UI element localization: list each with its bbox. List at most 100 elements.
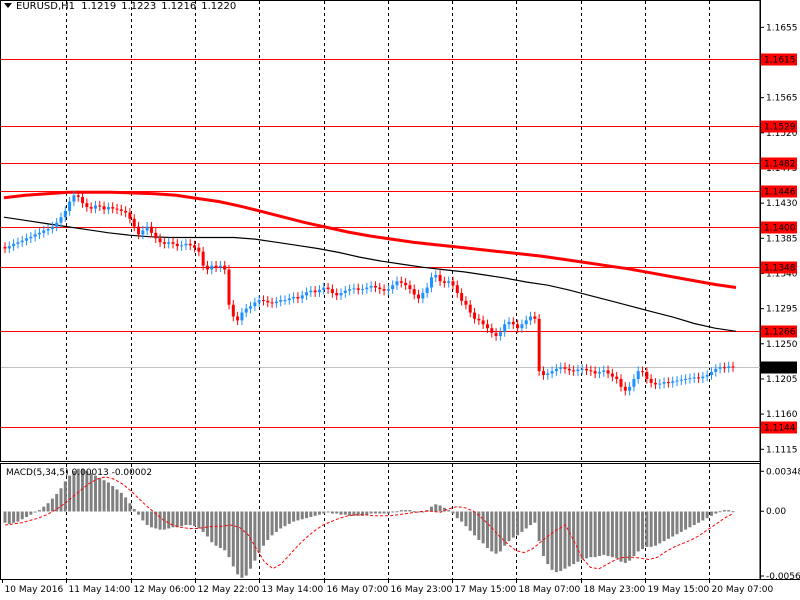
level-price-tag	[761, 120, 797, 133]
current-price-label: 1.1220	[764, 364, 796, 374]
level-price-label: 1.1348	[764, 264, 796, 274]
macd-histogram-bar	[567, 511, 571, 567]
chart-menu-triangle-icon[interactable]	[4, 3, 12, 8]
candle-body	[119, 209, 123, 211]
candle-body	[218, 265, 222, 268]
macd-histogram-bar	[395, 511, 399, 513]
macd-histogram-bar	[507, 511, 511, 542]
macd-histogram-bar	[447, 510, 451, 512]
indicator-axis-label: -0.00564	[766, 572, 800, 582]
macd-histogram-bar	[193, 511, 197, 527]
candle-body	[111, 207, 115, 209]
candle-body	[102, 206, 106, 210]
macd-histogram-bar	[81, 468, 85, 512]
macd-histogram-bar	[610, 511, 614, 558]
candle-body	[455, 285, 459, 294]
macd-histogram-bar	[438, 505, 442, 512]
macd-histogram-bar	[709, 511, 713, 516]
macd-histogram-bar	[386, 511, 390, 514]
candle-body	[249, 306, 253, 309]
candle-body	[494, 332, 498, 336]
candle-body	[679, 379, 683, 381]
macd-histogram-bar	[180, 511, 184, 527]
candle-body	[68, 201, 72, 211]
macd-histogram-bar	[205, 511, 209, 537]
macd-histogram-bar	[503, 511, 507, 546]
candle-body	[684, 378, 688, 380]
macd-histogram-bar	[89, 473, 93, 512]
macd-histogram-bar	[111, 485, 115, 512]
candle-body	[72, 195, 76, 202]
macd-histogram-bar	[632, 511, 636, 557]
candle-body	[425, 287, 429, 294]
macd-histogram-bar	[158, 511, 162, 530]
macd-histogram-bar	[697, 511, 701, 523]
candle-body	[330, 289, 334, 294]
candle-body	[649, 378, 653, 383]
candle-body	[529, 316, 533, 321]
macd-histogram-bar	[628, 511, 632, 561]
level-price-tag	[761, 421, 797, 434]
macd-histogram-bar	[115, 489, 119, 512]
candle-body	[653, 382, 657, 385]
candle-body	[175, 243, 179, 247]
candle-body	[421, 293, 425, 299]
candle-body	[343, 290, 347, 294]
macd-histogram-bar	[68, 475, 72, 512]
macd-histogram-bar	[606, 511, 610, 557]
candle-body	[641, 371, 645, 373]
macd-histogram-bar	[42, 506, 46, 512]
macd-histogram-bar	[102, 480, 106, 512]
level-price-tag	[761, 261, 797, 274]
macd-histogram-bar	[684, 511, 688, 530]
time-axis-label: 10 May 2016	[5, 585, 64, 595]
candle-body	[408, 285, 412, 290]
macd-histogram-bar	[524, 511, 528, 529]
candle-body	[93, 205, 97, 209]
symbol-label: EURUSD,H1	[16, 1, 76, 12]
candle-body	[593, 371, 597, 374]
macd-histogram-bar	[240, 511, 244, 578]
candle-body	[223, 265, 227, 270]
candle-body	[205, 265, 209, 270]
macd-histogram-bar	[391, 511, 395, 513]
candle-body	[369, 285, 373, 288]
candle-body	[477, 318, 481, 321]
macd-histogram-bar	[451, 511, 455, 514]
macd-histogram-bar	[141, 511, 145, 521]
candle-body	[373, 285, 377, 288]
candle-body	[244, 308, 248, 313]
macd-histogram-bar	[16, 511, 20, 522]
level-price-tag	[761, 185, 797, 198]
time-axis-label: 12 May 22:00	[198, 585, 260, 595]
level-price-label: 1.1400	[764, 224, 796, 234]
candle-body	[55, 222, 59, 227]
macd-histogram-bar	[498, 511, 502, 552]
macd-signal-line	[4, 476, 734, 570]
candle-body	[727, 366, 731, 369]
macd-histogram-bar	[554, 511, 558, 573]
macd-histogram-bar	[201, 511, 205, 532]
candle-body	[7, 246, 11, 249]
macd-histogram-bar	[305, 511, 309, 519]
candle-body	[662, 382, 666, 384]
macd-histogram-bar	[145, 511, 149, 526]
macd-histogram-bar	[313, 511, 317, 516]
macd-histogram-bar	[533, 511, 537, 523]
candle-body	[128, 212, 132, 219]
candle-body	[490, 328, 494, 333]
macd-histogram-bar	[589, 511, 593, 558]
macd-histogram-bar	[666, 511, 670, 539]
candle-body	[460, 293, 464, 301]
macd-histogram-bar	[124, 497, 128, 512]
level-price-tag	[761, 157, 797, 170]
time-axis-label: 18 May 23:00	[584, 585, 646, 595]
candle-body	[365, 287, 369, 290]
macd-histogram-bar	[378, 511, 382, 514]
candle-body	[25, 238, 29, 241]
macd-histogram-bar	[128, 503, 132, 512]
macd-histogram-bar	[154, 511, 158, 529]
macd-histogram-bar	[373, 511, 377, 514]
